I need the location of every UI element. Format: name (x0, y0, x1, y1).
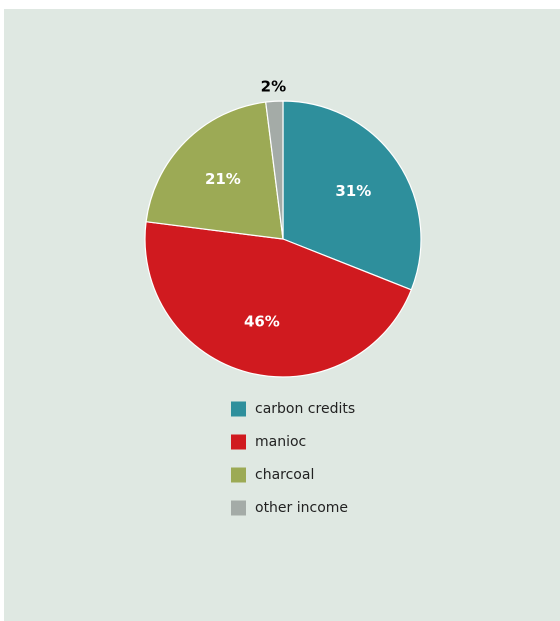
legend-item-charcoal: charcoal (231, 467, 314, 483)
legend-label-carbon-credits: carbon credits (255, 401, 355, 417)
slice-label-other-income: 2% (261, 77, 286, 95)
slice-labels: 31% 46% 21% 2% (205, 77, 371, 330)
slice-label-manioc: 46% (244, 312, 280, 330)
legend: carbon credits manioc charcoal other income (231, 401, 355, 516)
legend-label-manioc: manioc (255, 434, 306, 450)
pie-slice-carbon-credits (282, 100, 422, 291)
pie-slices (144, 100, 422, 378)
legend-swatch-manioc (231, 434, 246, 450)
chart-panel: 31% 46% 21% 2% carbon credits manioc charcoal… (4, 9, 560, 621)
pie-slice-manioc (144, 221, 413, 378)
pie-chart: 31% 46% 21% 2% carbon credits manioc charcoal… (144, 77, 422, 516)
legend-swatch-carbon-credits (231, 401, 246, 417)
legend-swatch-other-income (231, 500, 246, 516)
legend-item-other-income: other income (231, 500, 348, 516)
pie-slice-other-income (265, 100, 284, 240)
legend-item-manioc: manioc (231, 434, 306, 450)
pie-slice-charcoal (145, 101, 284, 240)
legend-label-charcoal: charcoal (255, 467, 314, 483)
legend-item-carbon-credits: carbon credits (231, 401, 355, 417)
slice-label-carbon-credits: 31% (335, 182, 371, 200)
legend-label-other-income: other income (255, 500, 348, 516)
legend-swatch-charcoal (231, 467, 246, 483)
slice-label-charcoal: 21% (205, 170, 241, 188)
